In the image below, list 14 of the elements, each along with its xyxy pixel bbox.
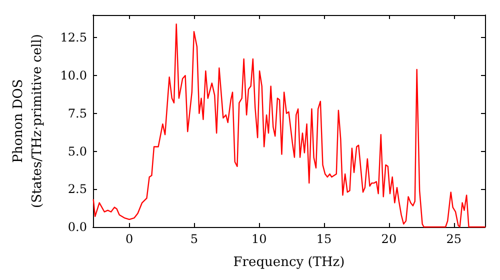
y-axis-title: Phonon DOS (States/THz·primitive cell) — [11, 34, 45, 208]
y-tick-label: 12.5 — [60, 30, 87, 45]
x-tick-label: 20 — [381, 232, 397, 246]
y-tick-label: 5.0 — [68, 144, 87, 158]
y-tick-label: 7.5 — [68, 106, 87, 120]
y-tick-label: 0.0 — [68, 220, 87, 234]
y-tick-label: 2.5 — [68, 182, 87, 196]
x-tick-label: 10 — [252, 232, 267, 246]
y-tick-label: 10.0 — [60, 68, 87, 83]
x-tick-label: 25 — [446, 232, 462, 246]
x-tick-label: 0 — [126, 232, 134, 246]
x-axis-title: Frequency (THz) — [233, 255, 345, 270]
x-tick-label: 5 — [190, 232, 198, 246]
x-tick-label: 15 — [316, 232, 332, 246]
